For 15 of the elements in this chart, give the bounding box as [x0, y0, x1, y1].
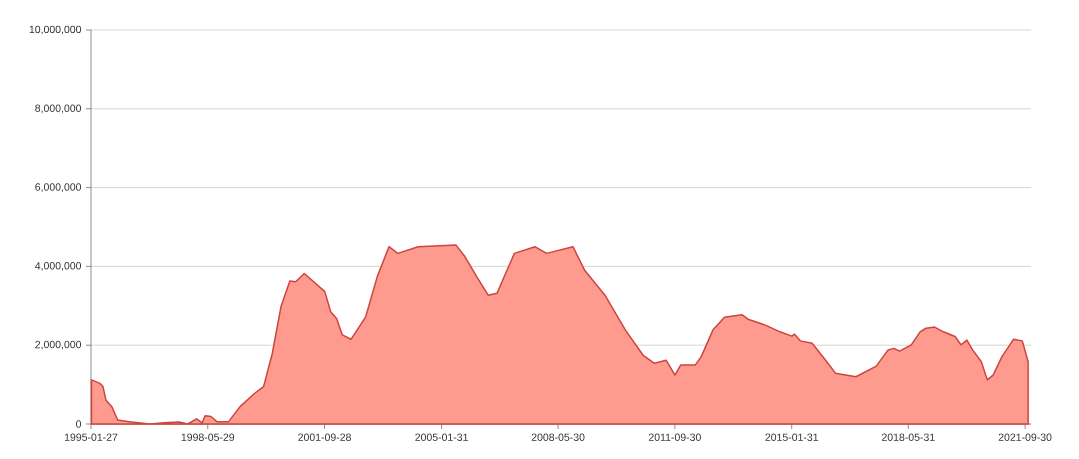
y-tick-label: 8,000,000 — [35, 104, 82, 114]
y-tick-label: 6,000,000 — [35, 183, 82, 192]
x-tick-label: 2005-01-31 — [415, 433, 468, 441]
y-tick-label: 4,000,000 — [35, 262, 82, 271]
x-tick-label: 2001-09-28 — [298, 433, 351, 441]
x-tick-label: 2011-09-30 — [648, 433, 701, 441]
y-tick-label: 2,000,000 — [35, 340, 82, 350]
y-tick-label: 10,000,000 — [29, 25, 82, 35]
x-tick-label: 2015-01-31 — [765, 433, 819, 441]
x-tick-label: 2021-09-30 — [998, 433, 1052, 441]
x-tick-label: 1995-01-27 — [64, 433, 118, 441]
x-tick-label: 2008-05-30 — [531, 433, 585, 441]
y-tick-label: 0 — [76, 420, 82, 428]
x-tick-label: 1998-05-29 — [181, 433, 235, 441]
x-tick-label: 2018-05-31 — [881, 433, 935, 441]
